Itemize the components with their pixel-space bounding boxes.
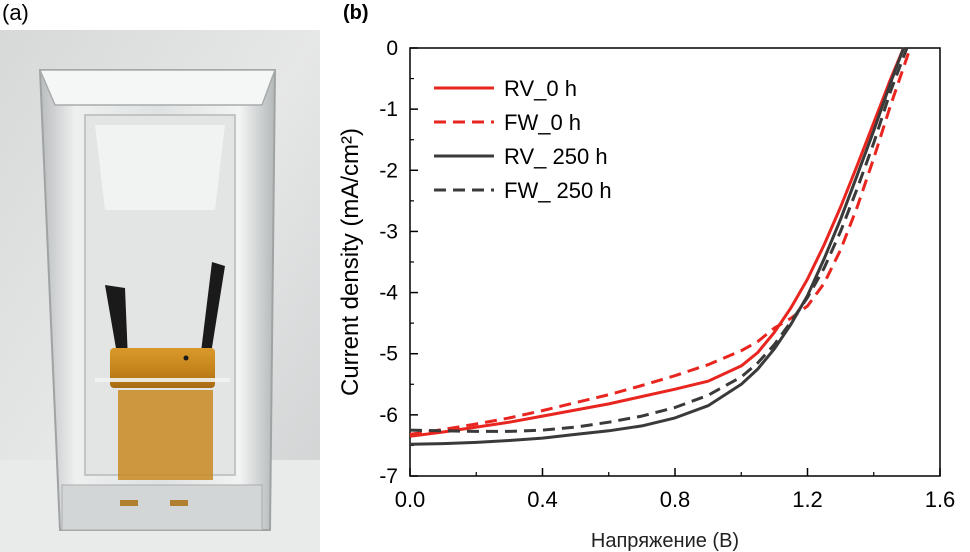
legend-label: RV_ 250 h: [504, 144, 608, 169]
panel-label-a: (a): [2, 0, 29, 25]
x-tick-label: 0.4: [527, 487, 558, 512]
jv-chart: 0.0 0.4 0.8 1.2 1.6 0 -1 -2 -3 -4 -5 -6 -7 Напряжение…: [337, 37, 956, 552]
series-line: [409, 47, 906, 446]
liquid-line: [95, 378, 230, 382]
amber-sample-lower: [118, 390, 213, 480]
plot-frame: [409, 47, 941, 477]
base-mark-left: [120, 500, 138, 506]
y-tick-label: -3: [379, 220, 398, 243]
x-tick-label: 0.8: [660, 487, 691, 512]
y-tick-label: -7: [379, 465, 398, 488]
y-tick-label: -5: [379, 343, 398, 366]
cuvette-rim: [38, 69, 277, 106]
x-tick-label: 0.0: [395, 487, 426, 512]
legend-label: FW_ 250 h: [504, 178, 612, 203]
left-electrode-lead: [105, 285, 128, 360]
legend-label: FW_0 h: [504, 110, 581, 135]
series-line: [409, 47, 912, 436]
cuvette-photo: [0, 30, 320, 552]
y-tick-label: -2: [379, 159, 398, 182]
y-tick-label: -6: [379, 404, 398, 427]
cuvette-base: [61, 484, 263, 531]
y-axis-label: Current density (mA/cm²): [337, 128, 364, 396]
right-electrode-lead: [200, 262, 225, 360]
base-mark-right: [170, 500, 188, 506]
x-tick-label: 1.6: [925, 487, 956, 512]
legend-label: RV_0 h: [504, 76, 577, 101]
y-tick-label: 0: [386, 37, 398, 60]
series-line: [409, 47, 905, 438]
y-tick-label: -4: [379, 282, 398, 305]
panel-label-b: (b): [343, 2, 369, 24]
x-axis-label: Напряжение (В): [591, 530, 739, 552]
y-tick-label: -1: [379, 98, 398, 121]
cuvette-inner-highlight: [95, 125, 225, 210]
sample-dot: [183, 355, 189, 361]
x-tick-label: 1.2: [792, 487, 823, 512]
